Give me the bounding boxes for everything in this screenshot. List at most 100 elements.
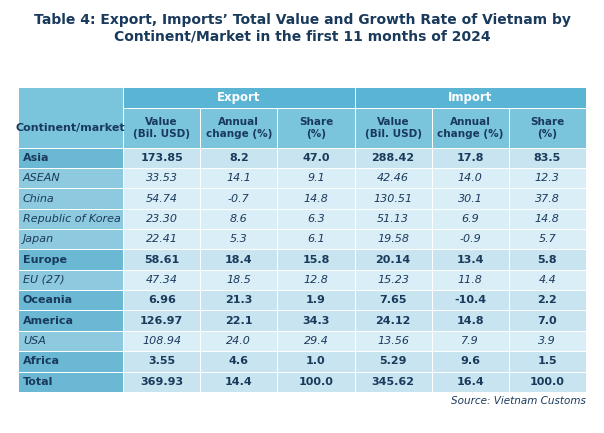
Text: 12.8: 12.8 bbox=[304, 275, 329, 285]
Text: 4.6: 4.6 bbox=[229, 356, 249, 366]
Bar bbox=[509, 209, 586, 229]
Text: 51.13: 51.13 bbox=[377, 214, 409, 224]
Bar bbox=[18, 351, 123, 372]
Bar bbox=[123, 148, 201, 168]
Text: 9.6: 9.6 bbox=[460, 356, 480, 366]
Bar bbox=[432, 351, 509, 372]
Text: Source: Vietnam Customs: Source: Vietnam Customs bbox=[451, 396, 586, 406]
Bar bbox=[201, 188, 277, 209]
Bar bbox=[355, 188, 432, 209]
Text: 369.93: 369.93 bbox=[140, 377, 183, 387]
Text: 7.9: 7.9 bbox=[461, 336, 479, 346]
Bar bbox=[18, 290, 123, 310]
Text: Total: Total bbox=[23, 377, 53, 387]
Bar bbox=[355, 372, 432, 392]
Bar bbox=[355, 351, 432, 372]
Text: 47.34: 47.34 bbox=[146, 275, 178, 285]
Bar bbox=[432, 290, 509, 310]
Text: America: America bbox=[23, 316, 74, 326]
Bar bbox=[355, 209, 432, 229]
Bar bbox=[509, 270, 586, 290]
Bar bbox=[201, 351, 277, 372]
Text: Annual
change (%): Annual change (%) bbox=[437, 117, 503, 139]
Bar bbox=[277, 148, 355, 168]
Text: Import: Import bbox=[448, 91, 492, 104]
Text: 24.12: 24.12 bbox=[376, 316, 411, 326]
Bar bbox=[123, 351, 201, 372]
Bar bbox=[123, 290, 201, 310]
Text: 11.8: 11.8 bbox=[458, 275, 483, 285]
Text: 16.4: 16.4 bbox=[457, 377, 484, 387]
Bar bbox=[432, 168, 509, 188]
Bar bbox=[123, 372, 201, 392]
Text: -10.4: -10.4 bbox=[454, 295, 486, 305]
Text: 34.3: 34.3 bbox=[302, 316, 330, 326]
Text: Annual
change (%): Annual change (%) bbox=[205, 117, 272, 139]
Bar bbox=[509, 290, 586, 310]
Bar bbox=[123, 270, 201, 290]
Bar bbox=[509, 249, 586, 270]
Bar bbox=[277, 168, 355, 188]
Bar bbox=[277, 351, 355, 372]
Bar bbox=[509, 188, 586, 209]
Text: Share
(%): Share (%) bbox=[530, 117, 565, 139]
Text: 7.0: 7.0 bbox=[538, 316, 557, 326]
Text: 173.85: 173.85 bbox=[140, 153, 183, 163]
Text: 24.0: 24.0 bbox=[226, 336, 251, 346]
Bar bbox=[509, 168, 586, 188]
Bar bbox=[509, 108, 586, 148]
Text: -0.9: -0.9 bbox=[459, 234, 481, 244]
Text: 42.46: 42.46 bbox=[377, 173, 409, 183]
Text: 3.55: 3.55 bbox=[148, 356, 175, 366]
Bar bbox=[355, 270, 432, 290]
Bar bbox=[201, 108, 277, 148]
Text: 100.0: 100.0 bbox=[298, 377, 333, 387]
Text: 6.96: 6.96 bbox=[148, 295, 176, 305]
Bar bbox=[123, 108, 201, 148]
Bar bbox=[18, 372, 123, 392]
Bar bbox=[201, 270, 277, 290]
Text: 108.94: 108.94 bbox=[142, 336, 181, 346]
Text: 23.30: 23.30 bbox=[146, 214, 178, 224]
Bar bbox=[277, 229, 355, 249]
Bar bbox=[123, 87, 355, 108]
Bar bbox=[18, 168, 123, 188]
Bar bbox=[432, 188, 509, 209]
Bar bbox=[432, 108, 509, 148]
Text: 8.6: 8.6 bbox=[230, 214, 248, 224]
Bar bbox=[123, 229, 201, 249]
Bar bbox=[18, 87, 123, 148]
Text: 14.8: 14.8 bbox=[535, 214, 560, 224]
Text: 130.51: 130.51 bbox=[373, 194, 413, 204]
Text: 14.8: 14.8 bbox=[304, 194, 329, 204]
Text: Value
(Bil. USD): Value (Bil. USD) bbox=[365, 117, 422, 139]
Bar bbox=[432, 229, 509, 249]
Text: 6.3: 6.3 bbox=[307, 214, 325, 224]
Text: 15.23: 15.23 bbox=[377, 275, 409, 285]
Text: 47.0: 47.0 bbox=[302, 153, 330, 163]
Text: -0.7: -0.7 bbox=[228, 194, 249, 204]
Text: 5.29: 5.29 bbox=[379, 356, 407, 366]
Bar bbox=[277, 310, 355, 331]
Bar bbox=[201, 310, 277, 331]
Bar bbox=[123, 209, 201, 229]
Bar bbox=[432, 270, 509, 290]
Bar bbox=[277, 209, 355, 229]
Text: 22.1: 22.1 bbox=[225, 316, 252, 326]
Text: 6.9: 6.9 bbox=[461, 214, 479, 224]
Bar bbox=[509, 310, 586, 331]
Bar bbox=[18, 188, 123, 209]
Text: Republic of Korea: Republic of Korea bbox=[23, 214, 121, 224]
Bar bbox=[509, 229, 586, 249]
Bar bbox=[355, 310, 432, 331]
Bar bbox=[201, 229, 277, 249]
Bar bbox=[432, 310, 509, 331]
Text: 18.5: 18.5 bbox=[226, 275, 251, 285]
Bar bbox=[355, 108, 432, 148]
Bar bbox=[201, 209, 277, 229]
Text: EU (27): EU (27) bbox=[23, 275, 65, 285]
Bar bbox=[509, 148, 586, 168]
Bar bbox=[432, 148, 509, 168]
Text: 30.1: 30.1 bbox=[458, 194, 483, 204]
Text: 37.8: 37.8 bbox=[535, 194, 560, 204]
